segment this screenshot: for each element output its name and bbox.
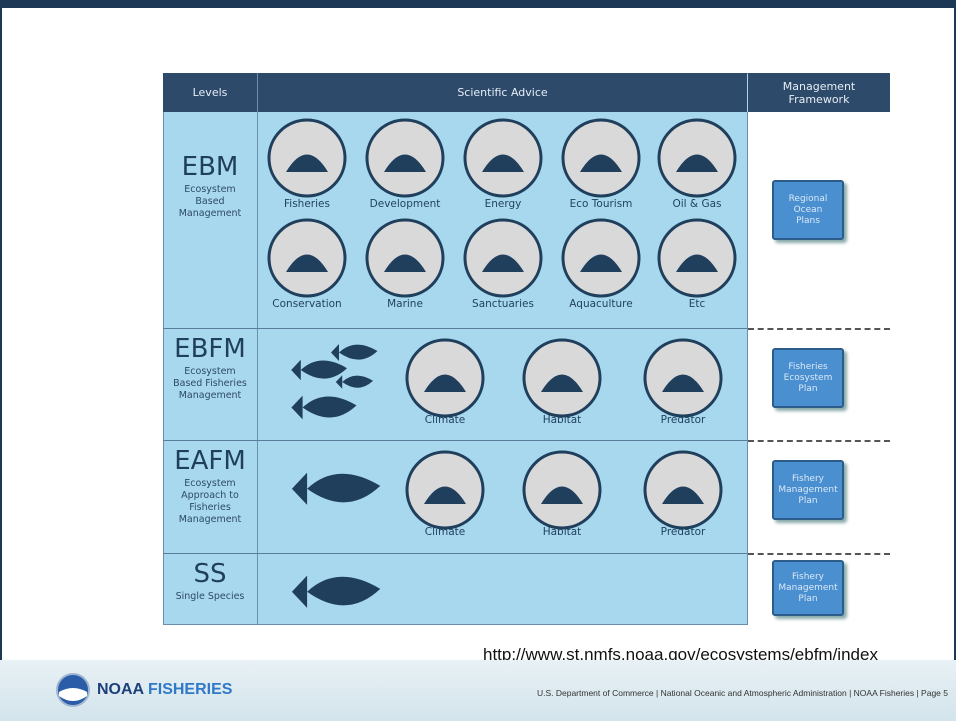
icon-label: Habitat [514, 414, 610, 426]
icon-label: Marine [357, 298, 453, 310]
fish-icon [290, 568, 385, 616]
icon-label: Etc [649, 298, 745, 310]
icon [266, 217, 348, 299]
row-divider [163, 553, 747, 554]
top-bar [0, 0, 956, 8]
noaa-logo [55, 672, 91, 708]
icon-label: Climate [397, 414, 493, 426]
icon [266, 117, 348, 199]
icon-label: Conservation [259, 298, 355, 310]
icon-label: Predator [635, 414, 731, 426]
icon-label: Oil & Gas [649, 198, 745, 210]
level-name: Ecosystem Approach to Fisheries Manageme… [173, 478, 247, 526]
icon-label: Habitat [514, 526, 610, 538]
icon-label: Aquaculture [553, 298, 649, 310]
level-code: EAFM [163, 446, 257, 476]
icon [521, 337, 603, 419]
icon [462, 117, 544, 199]
icon [656, 117, 738, 199]
row-divider [163, 328, 747, 329]
fish-icon [290, 465, 385, 513]
logo-text: NOAA FISHERIES [97, 681, 232, 699]
slide: Levels Scientific Advice Management Fram… [0, 0, 956, 721]
dashed-divider [748, 328, 890, 330]
icon-label: Fisheries [259, 198, 355, 210]
plan-book: Regional Ocean Plans [772, 180, 844, 240]
plan-book: Fisheries Ecosystem Plan [772, 348, 844, 408]
icon-label: Development [357, 198, 453, 210]
icon [404, 337, 486, 419]
icon [656, 217, 738, 299]
header-levels: Levels [163, 73, 257, 112]
icon [642, 449, 724, 531]
level-code: EBFM [163, 334, 257, 364]
column-divider [257, 73, 258, 625]
fish-icon [290, 390, 360, 425]
logo-noaa: NOAA [97, 681, 144, 698]
level-name: Ecosystem Based Fisheries Management [173, 366, 247, 402]
icon [642, 337, 724, 419]
row-divider [163, 440, 747, 441]
icon [364, 217, 446, 299]
icon [560, 217, 642, 299]
icon [404, 449, 486, 531]
plan-book: Fishery Management Plan [772, 560, 844, 616]
fish-icon [330, 340, 380, 365]
dashed-divider [748, 440, 890, 442]
level-name: Single Species [173, 591, 247, 603]
icon-label: Energy [455, 198, 551, 210]
dashed-divider [748, 553, 890, 555]
left-border [0, 0, 2, 721]
icon-label: Predator [635, 526, 731, 538]
footer-text: U.S. Department of Commerce | National O… [470, 688, 948, 698]
icon-label: Eco Tourism [553, 198, 649, 210]
icon [462, 217, 544, 299]
level-name: Ecosystem Based Management [173, 184, 247, 220]
icon [521, 449, 603, 531]
icon [364, 117, 446, 199]
icon-label: Sanctuaries [455, 298, 551, 310]
header-framework: Management Framework [748, 73, 890, 112]
header-advice: Scientific Advice [258, 73, 747, 112]
plan-book: Fishery Management Plan [772, 460, 844, 520]
fish-icon [335, 372, 375, 392]
level-code: SS [163, 559, 257, 589]
level-code: EBM [163, 152, 257, 182]
logo-fisheries: FISHERIES [148, 681, 232, 698]
icon-label: Climate [397, 526, 493, 538]
icon [560, 117, 642, 199]
